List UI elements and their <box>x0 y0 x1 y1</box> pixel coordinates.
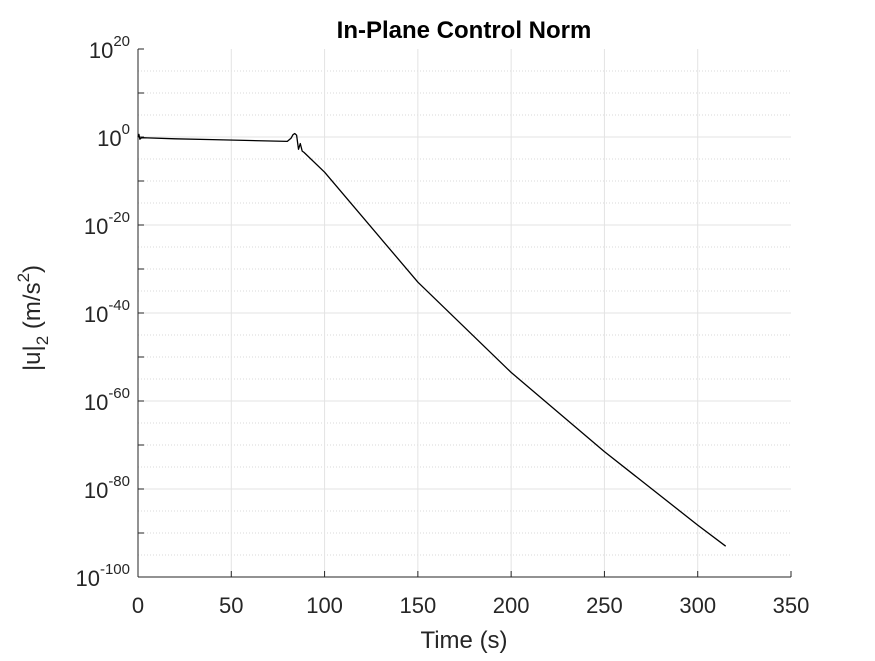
x-tick-label: 250 <box>586 593 623 618</box>
x-tick-label: 50 <box>219 593 243 618</box>
y-axis-label-subscript: 2 <box>33 336 52 345</box>
y-tick-label: 10-80 <box>84 473 130 503</box>
svg-text:|u|2 (m/s2): |u|2 (m/s2) <box>14 265 52 371</box>
y-tick-label: 1020 <box>89 33 130 63</box>
x-tick-label: 150 <box>399 593 436 618</box>
x-tick-label: 0 <box>132 593 144 618</box>
x-tick-label: 350 <box>773 593 810 618</box>
x-tick-label: 100 <box>306 593 343 618</box>
y-tick-label: 10-40 <box>84 297 130 327</box>
y-axis-label: |u|2 (m/s2) <box>14 265 52 371</box>
y-axis-label-base: |u| <box>19 345 46 371</box>
y-tick-label: 10-100 <box>75 561 130 591</box>
y-tick-label: 100 <box>97 121 130 151</box>
tick-labels: 0 50 100 150 200 250 300 350 1020 100 10-20 10-40 10… <box>75 33 809 618</box>
y-axis-label-units-superscript: 2 <box>14 273 33 282</box>
x-tick-label: 200 <box>493 593 530 618</box>
y-tick-label: 10-20 <box>84 209 130 239</box>
x-tick-label: 300 <box>679 593 716 618</box>
series-line <box>137 132 727 547</box>
chart-title: In-Plane Control Norm <box>337 17 592 44</box>
x-axis-label: Time (s) <box>420 627 507 654</box>
grid <box>138 49 791 577</box>
y-tick-label: 10-60 <box>84 385 130 415</box>
y-axis-label-units: (m/s <box>19 282 46 335</box>
y-axis-label-units-close: ) <box>19 265 46 273</box>
series-layer <box>137 132 727 547</box>
